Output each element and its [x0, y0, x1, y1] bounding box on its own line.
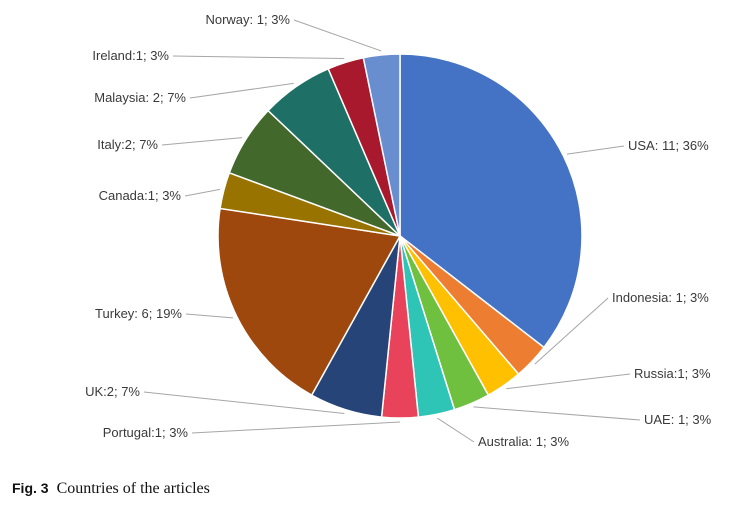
leader-line: [473, 406, 641, 421]
leader-line: [191, 421, 401, 434]
leader-line: [506, 373, 631, 390]
leader-line: [185, 313, 234, 319]
pie-chart: USA: 11; 36% Indonesia: 1; 3% Russia:1; 3%…: [85, 12, 712, 449]
slice-label: Turkey: 6; 19%: [95, 306, 182, 321]
leader-line: [161, 137, 243, 146]
pie-slice: [217, 207, 402, 397]
leader-line: [184, 188, 221, 197]
slice-label: Italy:2; 7%: [97, 137, 158, 152]
slice-label: Canada:1; 3%: [99, 188, 182, 203]
slice-label: Australia: 1; 3%: [478, 434, 569, 449]
pie-slices: [217, 53, 583, 419]
figure-number: Fig. 3: [12, 480, 49, 496]
slice-label: Ireland:1; 3%: [92, 48, 169, 63]
pie-slice: [362, 53, 401, 237]
slice-label: Norway: 1; 3%: [205, 12, 290, 27]
leader-line: [566, 145, 625, 155]
leader-line: [143, 391, 345, 414]
pie-slice: [399, 53, 583, 349]
leader-line: [189, 82, 294, 99]
leader-lines: [143, 19, 641, 443]
slice-label: Malaysia: 2; 7%: [94, 90, 186, 105]
leader-line: [437, 417, 475, 443]
leader-line: [534, 297, 609, 365]
slice-label: USA: 11; 36%: [628, 138, 709, 153]
leader-line: [293, 19, 382, 52]
slice-label: Russia:1; 3%: [634, 366, 711, 381]
slice-label: UAE: 1; 3%: [644, 412, 712, 427]
leader-line: [172, 55, 345, 60]
slice-label: Portugal:1; 3%: [103, 425, 189, 440]
figure-caption-text: Countries of the articles: [56, 480, 210, 497]
slice-label: UK:2; 7%: [85, 384, 140, 399]
figure-caption: Fig. 3 Countries of the articles: [12, 480, 210, 498]
slice-labels: USA: 11; 36% Indonesia: 1; 3% Russia:1; 3%…: [85, 12, 712, 449]
slice-label: Indonesia: 1; 3%: [612, 290, 709, 305]
